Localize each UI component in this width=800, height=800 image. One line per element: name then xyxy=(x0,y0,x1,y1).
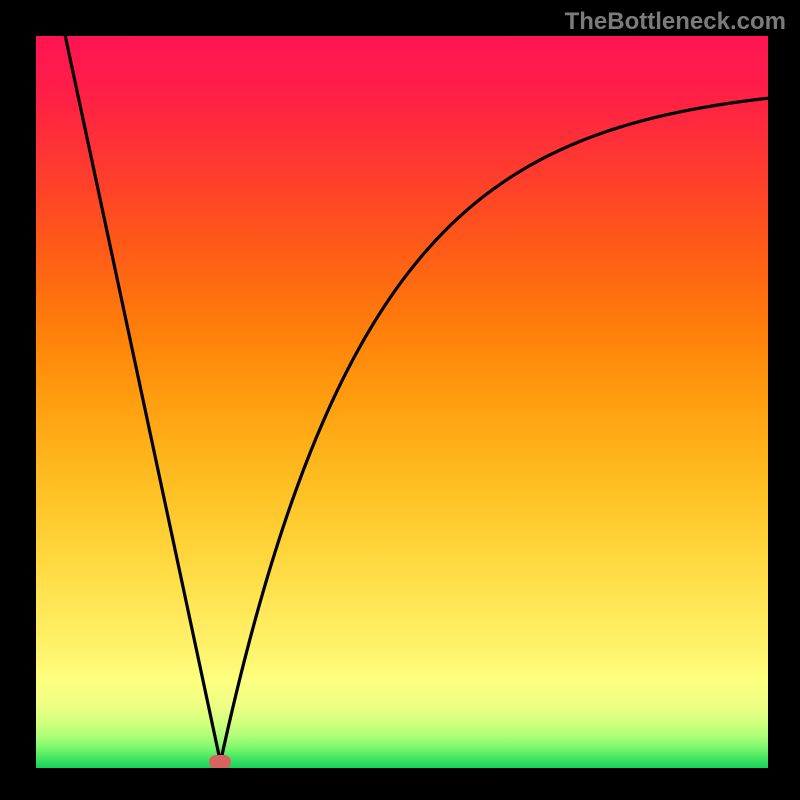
chart-container: TheBottleneck.com xyxy=(0,0,800,800)
minimum-marker xyxy=(209,755,231,768)
watermark-text: TheBottleneck.com xyxy=(565,8,786,36)
plot-area xyxy=(36,36,768,768)
bottleneck-curve xyxy=(36,36,768,768)
